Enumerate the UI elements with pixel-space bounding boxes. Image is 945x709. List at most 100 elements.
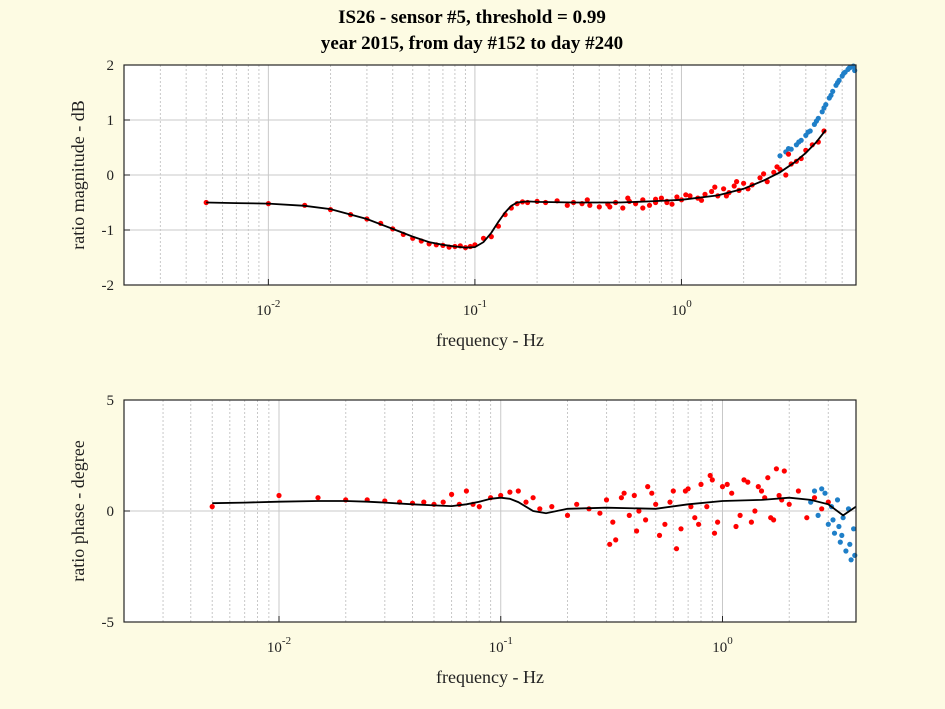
- data-point: [678, 526, 684, 532]
- data-point: [768, 515, 774, 521]
- data-point: [634, 528, 640, 534]
- data-point: [203, 199, 209, 206]
- data-point: [596, 204, 602, 210]
- data-point: [610, 519, 616, 525]
- data-point: [821, 105, 827, 111]
- data-point: [667, 499, 673, 505]
- data-point: [745, 479, 751, 485]
- y-axis-label: ratio magnitude - dB: [68, 100, 88, 249]
- data-point: [597, 510, 603, 516]
- data-point: [698, 481, 704, 487]
- x-axis-label: frequency - Hz: [436, 667, 544, 687]
- data-point: [715, 519, 721, 525]
- data-point: [830, 88, 836, 94]
- data-point: [811, 488, 818, 494]
- data-point: [825, 521, 831, 527]
- y-tick-label: 5: [107, 393, 115, 409]
- data-point: [564, 202, 570, 208]
- data-point: [643, 517, 649, 523]
- series-blue_series: [808, 486, 858, 563]
- data-point: [625, 195, 631, 201]
- data-point: [729, 490, 735, 496]
- data-point: [498, 492, 504, 499]
- data-point: [835, 80, 841, 86]
- data-point: [783, 172, 789, 178]
- data-point: [843, 548, 849, 554]
- data-point: [724, 481, 730, 487]
- x-tick-label: 100: [671, 298, 692, 319]
- data-point: [737, 512, 743, 519]
- y-tick-label: 1: [107, 113, 115, 129]
- y-axis-label: ratio phase - degree: [68, 440, 88, 581]
- data-point: [741, 180, 747, 186]
- grid: [124, 400, 856, 622]
- data-point: [587, 202, 593, 208]
- data-point: [748, 519, 755, 525]
- series-fit_line: [206, 129, 827, 249]
- data-point: [564, 512, 571, 519]
- data-point: [507, 489, 513, 495]
- data-point: [702, 191, 708, 197]
- data-point: [761, 171, 767, 177]
- data-point: [640, 205, 646, 211]
- data-point: [786, 501, 792, 507]
- data-point: [463, 488, 469, 494]
- figure-title-line1: IS26 - sensor #5, threshold = 0.99: [338, 7, 606, 28]
- data-point: [636, 508, 642, 514]
- data-point: [707, 472, 713, 479]
- data-point: [449, 491, 455, 497]
- data-point: [765, 475, 771, 481]
- data-point: [621, 490, 627, 496]
- data-point: [851, 526, 857, 532]
- data-point: [656, 532, 663, 539]
- data-point: [476, 504, 482, 510]
- data-point: [796, 139, 802, 145]
- data-point: [805, 129, 811, 135]
- data-point: [698, 197, 705, 203]
- data-point: [688, 504, 694, 510]
- data-point: [836, 523, 842, 530]
- data-point: [777, 153, 783, 159]
- data-point: [819, 506, 825, 512]
- x-axis-label: frequency - Hz: [436, 330, 544, 350]
- data-point: [774, 164, 780, 170]
- data-point: [649, 490, 655, 496]
- data-point: [584, 197, 590, 203]
- data-point: [815, 512, 821, 519]
- data-point: [847, 541, 853, 547]
- data-point: [692, 515, 698, 521]
- data-point: [626, 512, 632, 519]
- y-tick-label: 0: [107, 168, 115, 184]
- grid: [124, 65, 856, 285]
- series-fit_line: [212, 496, 857, 517]
- data-point: [618, 495, 625, 501]
- x-tick-label: 10-2: [267, 635, 291, 656]
- data-point: [620, 205, 626, 211]
- y-tick-label: 0: [107, 504, 115, 520]
- data-point: [631, 492, 637, 499]
- data-point: [673, 546, 680, 552]
- data-point: [712, 184, 718, 190]
- data-point: [811, 495, 818, 501]
- x-tick-label: 10-1: [489, 635, 513, 656]
- data-point: [752, 508, 758, 514]
- data-point: [682, 488, 689, 494]
- fit-line: [212, 496, 857, 517]
- x-tick-label: 10-1: [463, 298, 487, 319]
- data-point: [785, 151, 792, 157]
- data-point: [607, 204, 613, 210]
- data-point: [709, 477, 715, 483]
- data-point: [758, 488, 765, 494]
- data-point: [734, 179, 740, 185]
- data-point: [822, 490, 828, 496]
- data-point: [315, 495, 321, 501]
- data-point: [785, 146, 792, 152]
- figure-title-line2: year 2015, from day #152 to day #240: [321, 33, 623, 54]
- data-point: [674, 194, 680, 200]
- data-point: [607, 541, 613, 547]
- data-point: [771, 169, 777, 175]
- data-point: [828, 92, 834, 98]
- data-point: [669, 201, 675, 207]
- data-point: [687, 193, 693, 199]
